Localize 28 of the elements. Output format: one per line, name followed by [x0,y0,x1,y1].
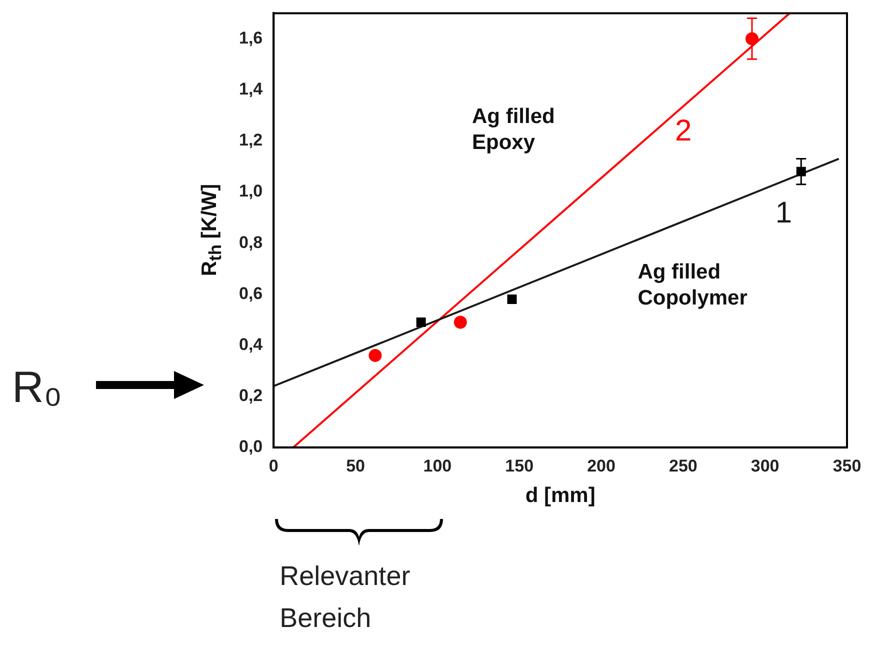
x-tick-label: 300 [750,456,780,476]
y-tick-label: 1,6 [238,28,263,48]
annotation: 2 [674,114,692,148]
x-tick-label: 50 [346,456,366,476]
y-tick-label: 0,6 [238,284,263,303]
y-tick-label: 0,0 [238,437,263,456]
x-tick-label: 150 [505,456,534,476]
y-tick-label: 1,4 [238,80,264,99]
point [416,318,426,327]
y-tick-label: 0,8 [238,232,263,252]
annotation: Ag filled Copolymer [638,260,748,310]
y-tick-label: 1,0 [238,182,263,201]
y-tick-label: 0,2 [238,386,263,406]
x-tick-label: 0 [268,456,278,476]
text: R₀ [12,362,62,413]
point [368,348,382,362]
x-tick-label: 250 [668,456,698,476]
x-tick-label: 100 [423,456,452,476]
text: Relevanter Bereich [280,560,410,636]
annotation: 1 [775,196,792,230]
x-axis-title: d [mm] [525,484,596,508]
x-tick-label: 350 [832,456,862,476]
point [507,294,517,304]
point [454,316,467,329]
y-tick-label: 0,4 [238,334,264,354]
y-tick-label: 1,2 [238,130,263,150]
annotation: Ag filled Epoxy [472,105,555,154]
x-tick-label: 200 [587,456,616,476]
